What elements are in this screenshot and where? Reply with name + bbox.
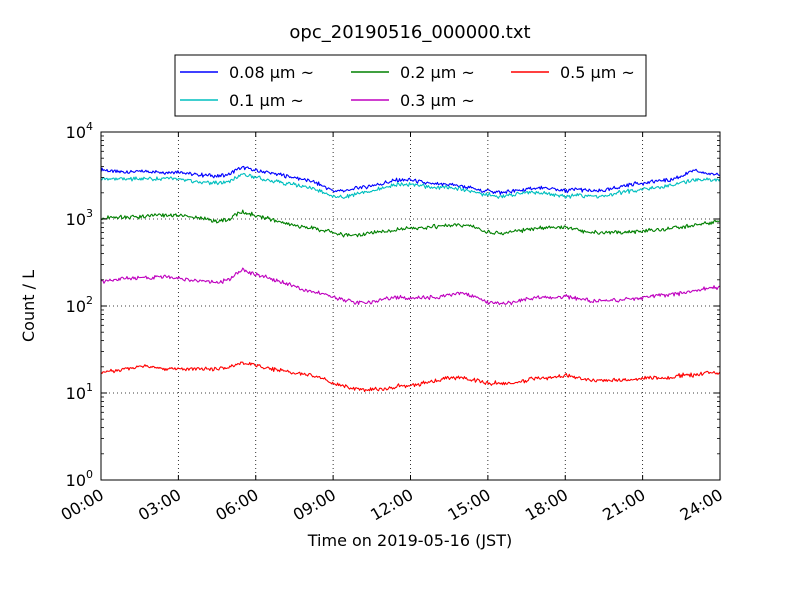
y-tick-exponent: 4 [86,120,93,133]
legend-label: 0.1 µm ~ [229,91,304,110]
y-tick-base: 10 [66,123,86,142]
y-tick-base: 10 [66,384,86,403]
series-line [100,267,721,306]
x-axis-label: Time on 2019-05-16 (JST) [307,531,512,550]
ticks [100,131,721,481]
y-tick-base: 10 [66,471,86,490]
series-lines [100,165,721,393]
y-tick-exponent: 2 [86,294,93,307]
legend: 0.08 µm ~ 0.1 µm ~ 0.2 µm ~ 0.3 µm ~ 0.5 µm … [174,54,647,117]
y-tick-exponent: 3 [86,207,93,220]
plot-area [100,131,721,481]
series-line [100,361,721,393]
series-line [100,172,721,199]
y-tick-base: 10 [66,210,86,229]
series-line [100,165,721,195]
y-axis-label: Count / L [19,270,38,342]
y-tick-exponent: 0 [86,468,93,481]
legend-label: 0.08 µm ~ [229,63,314,82]
y-tick-base: 10 [66,297,86,316]
legend-box [174,54,647,117]
y-tick-label: 100 [66,468,93,490]
chart-title: opc_20190516_000000.txt [289,22,530,43]
legend-label: 0.5 µm ~ [560,63,635,82]
y-tick-label: 104 [66,120,93,142]
legend-label: 0.2 µm ~ [400,63,475,82]
legend-label: 0.3 µm ~ [400,91,475,110]
y-tick-label: 102 [66,294,93,316]
y-tick-exponent: 1 [86,381,93,394]
y-tick-label: 103 [66,207,93,229]
y-tick-label: 101 [66,381,93,403]
series-line [100,209,721,238]
